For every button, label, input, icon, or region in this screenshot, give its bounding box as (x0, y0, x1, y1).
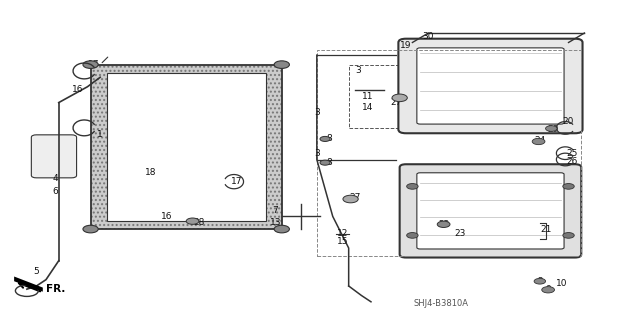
FancyBboxPatch shape (399, 164, 581, 257)
Circle shape (563, 183, 574, 189)
Text: FR.: FR. (46, 284, 65, 293)
Text: SHJ4-B3810A: SHJ4-B3810A (413, 299, 468, 308)
Circle shape (406, 233, 418, 238)
Circle shape (541, 286, 554, 293)
Circle shape (320, 160, 330, 165)
Text: 30: 30 (422, 32, 434, 41)
Text: 3: 3 (314, 108, 320, 116)
Text: 29: 29 (547, 125, 558, 134)
Circle shape (563, 233, 574, 238)
Text: 8: 8 (326, 158, 332, 167)
Circle shape (534, 278, 545, 284)
Text: 16: 16 (161, 212, 173, 221)
Text: 21: 21 (541, 225, 552, 234)
Text: 6: 6 (52, 187, 58, 196)
Circle shape (83, 61, 99, 69)
Text: 11: 11 (362, 92, 374, 101)
Text: 9: 9 (545, 285, 551, 294)
Text: 22: 22 (438, 220, 450, 229)
Text: 16: 16 (72, 85, 84, 94)
FancyBboxPatch shape (398, 39, 582, 133)
Text: 17: 17 (232, 177, 243, 186)
Text: 26: 26 (566, 157, 577, 166)
Text: 8: 8 (326, 134, 332, 144)
Circle shape (406, 183, 418, 189)
Text: 20: 20 (563, 117, 574, 126)
Text: 25: 25 (566, 149, 577, 158)
Text: 12: 12 (337, 229, 348, 238)
Polygon shape (91, 65, 282, 229)
FancyBboxPatch shape (31, 135, 77, 178)
FancyBboxPatch shape (417, 173, 564, 249)
Text: 17: 17 (88, 60, 100, 69)
Circle shape (532, 138, 545, 145)
Circle shape (545, 126, 557, 131)
Text: 2: 2 (537, 277, 543, 286)
Circle shape (437, 221, 450, 227)
Text: 5: 5 (33, 267, 39, 276)
Circle shape (274, 225, 289, 233)
Text: 19: 19 (400, 41, 412, 50)
Text: 27: 27 (391, 98, 402, 107)
Text: 7: 7 (273, 206, 278, 215)
Polygon shape (14, 277, 43, 292)
Text: 10: 10 (556, 279, 568, 288)
Circle shape (274, 61, 289, 69)
Text: 27: 27 (349, 193, 361, 202)
Text: 13: 13 (269, 218, 281, 227)
Circle shape (186, 218, 199, 224)
Text: 28: 28 (193, 218, 205, 227)
Text: 24: 24 (534, 136, 545, 145)
Text: 15: 15 (337, 237, 348, 246)
Circle shape (343, 195, 358, 203)
Circle shape (83, 225, 99, 233)
Text: 18: 18 (145, 168, 157, 177)
Text: 14: 14 (362, 103, 374, 112)
FancyBboxPatch shape (417, 48, 564, 124)
Text: 23: 23 (454, 229, 466, 238)
Text: 3: 3 (355, 66, 361, 76)
Polygon shape (106, 72, 266, 221)
Circle shape (320, 137, 330, 141)
Text: 1: 1 (97, 130, 103, 139)
Circle shape (392, 94, 407, 102)
Text: 3: 3 (314, 149, 320, 158)
Text: 4: 4 (52, 174, 58, 183)
